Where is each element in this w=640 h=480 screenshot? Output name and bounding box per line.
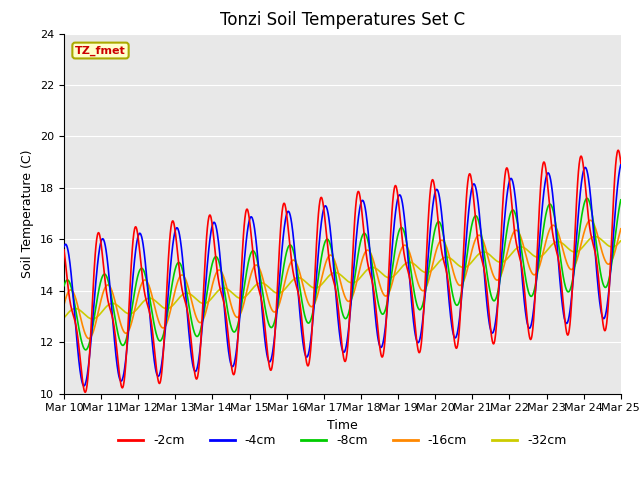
Title: Tonzi Soil Temperatures Set C: Tonzi Soil Temperatures Set C (220, 11, 465, 29)
Y-axis label: Soil Temperature (C): Soil Temperature (C) (22, 149, 35, 278)
X-axis label: Time: Time (327, 419, 358, 432)
Text: TZ_fmet: TZ_fmet (75, 46, 126, 56)
Legend: -2cm, -4cm, -8cm, -16cm, -32cm: -2cm, -4cm, -8cm, -16cm, -32cm (113, 429, 572, 452)
